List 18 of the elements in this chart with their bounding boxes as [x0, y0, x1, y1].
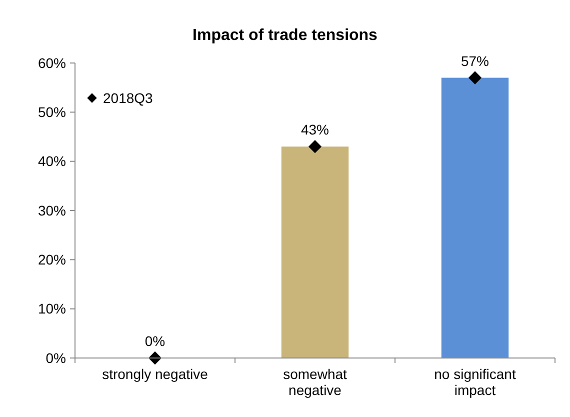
legend-label: 2018Q3	[103, 90, 154, 106]
x-tick-label: strongly negative	[102, 366, 208, 382]
y-tick-label: 50%	[38, 104, 66, 120]
data-label: 57%	[460, 52, 490, 69]
point	[148, 351, 162, 365]
y-tick-label: 10%	[38, 300, 66, 317]
chart-title: Impact of trade tensions	[192, 27, 378, 44]
y-tick-label: 30%	[38, 202, 66, 218]
y-tick-label: 40%	[38, 153, 66, 170]
point	[468, 71, 482, 84]
data-label: 0%	[144, 333, 166, 349]
x-tick-label: no significant impact	[434, 366, 516, 398]
x-tick-label: somewhat negative	[283, 366, 348, 398]
data-label: 43%	[300, 122, 330, 138]
y-tick-label: 0%	[46, 350, 66, 366]
y-tick-label: 60%	[38, 54, 66, 71]
point	[308, 140, 322, 154]
y-tick-label: 20%	[38, 252, 66, 268]
